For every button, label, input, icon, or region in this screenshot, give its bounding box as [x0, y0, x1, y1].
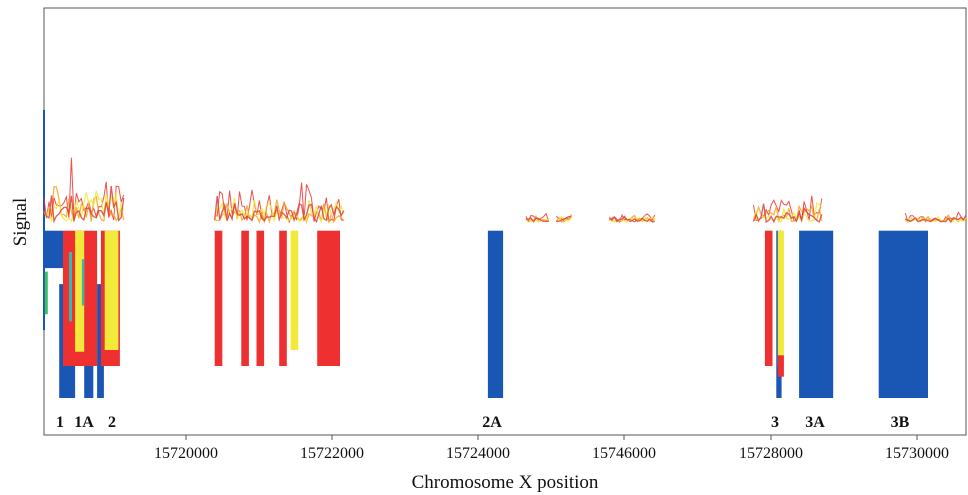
- feature-bar-blue: [97, 284, 104, 398]
- feature-bar-blue: [799, 230, 834, 398]
- feature-bar-green: [44, 271, 48, 315]
- x-tick-layer: 15720000 15722000 15724000 15746000 15728000…: [154, 435, 949, 462]
- region-label-layer: 1 1A 2 2A 3 3A 3B: [56, 414, 910, 431]
- y-axis-label: Signal: [10, 198, 31, 247]
- signal-layer: [43, 157, 967, 224]
- feature-bar-teal: [69, 252, 72, 322]
- signal-trace: [43, 186, 125, 224]
- x-tick-label: 15722000: [300, 445, 364, 462]
- region-label: 3B: [891, 414, 910, 431]
- region-label: 2: [108, 414, 116, 431]
- feature-bar-teal: [81, 259, 85, 306]
- feature-bar-yellow: [104, 230, 119, 350]
- x-tick-label: 15728000: [739, 445, 803, 462]
- feature-bar-blue: [44, 230, 63, 269]
- feature-bar-red: [777, 355, 784, 377]
- signal-trace: [214, 195, 345, 224]
- region-label: 1: [56, 414, 64, 431]
- feature-bar-red: [256, 230, 265, 366]
- feature-bar-red: [241, 230, 249, 366]
- signal-trace: [555, 215, 572, 223]
- signal-trace: [752, 203, 823, 224]
- region-label: 1A: [74, 414, 94, 431]
- signal-trace: [556, 215, 572, 222]
- signal-trace: [905, 215, 967, 224]
- feature-bar-blue: [878, 230, 928, 398]
- x-axis-label: Chromosome X position: [412, 472, 599, 493]
- x-tick-label: 15730000: [885, 445, 949, 462]
- feature-bar-red: [214, 230, 223, 366]
- x-tick-label: 15720000: [154, 445, 218, 462]
- region-label: 2A: [482, 414, 502, 431]
- feature-layer: [44, 230, 928, 398]
- feature-bar-red: [764, 230, 773, 366]
- x-tick-label: 15746000: [592, 445, 656, 462]
- signal-trace: [525, 217, 549, 223]
- signal-trace: [525, 217, 549, 223]
- feature-bar-red: [279, 230, 287, 366]
- signal-trace: [608, 215, 656, 223]
- region-label: 3A: [805, 414, 825, 431]
- region-label: 3: [771, 414, 779, 431]
- feature-bar-yellow: [75, 230, 85, 352]
- x-tick-label: 15724000: [446, 445, 510, 462]
- feature-bar-yellow: [290, 230, 299, 350]
- feature-bar-red: [317, 230, 340, 366]
- feature-bar-blue: [487, 230, 504, 398]
- signal-trace: [752, 201, 823, 224]
- feature-bar-yellow: [777, 230, 784, 366]
